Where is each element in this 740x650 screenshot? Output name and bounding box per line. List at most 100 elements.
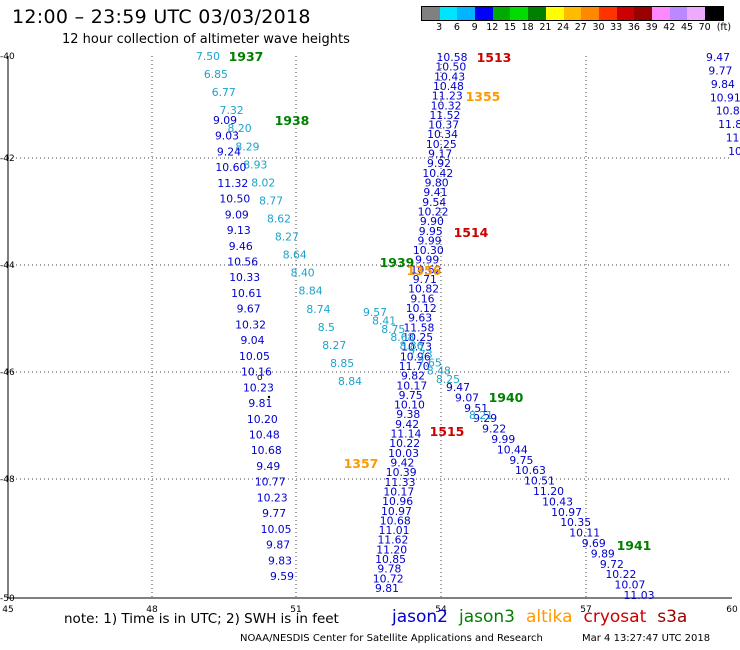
- page-subtitle: 12 hour collection of altimeter wave hei…: [62, 32, 350, 47]
- legend-swatch: [687, 7, 705, 20]
- legend-label: 30: [592, 22, 605, 33]
- wave-height-value: 10.20: [247, 413, 278, 426]
- wave-height-value: 10.62: [411, 263, 442, 276]
- wave-height-value: 10.34: [427, 128, 458, 141]
- pass-number-label: 1938: [275, 113, 310, 128]
- wave-height-value: 10.05: [261, 523, 292, 536]
- legend-label: 21: [539, 22, 552, 33]
- wave-height-value: 9.80: [425, 177, 449, 190]
- wave-height-value: 10.22: [605, 568, 636, 581]
- wave-height-value: 8.40: [291, 267, 315, 280]
- wave-height-value: 11.8: [718, 118, 740, 131]
- legend-swatch: [634, 7, 652, 20]
- pass-number-label: 1515: [430, 424, 465, 439]
- wave-height-value: 9.29: [473, 412, 497, 425]
- wave-height-value: 11.20: [376, 543, 407, 556]
- wave-height-value: 10.51: [524, 475, 555, 488]
- wave-height-value: 8.41: [372, 314, 396, 327]
- wave-height-value: 9.90: [420, 215, 444, 228]
- wave-height-value: 10.68: [380, 514, 411, 527]
- legend-label: 9: [471, 22, 478, 33]
- longitude-label: 45: [2, 605, 13, 615]
- pass-labels: 1937 1938 1939 1940 1941 1513 1514 1515 1355 1356…: [229, 49, 652, 553]
- wave-height-value: 10.22: [418, 205, 449, 218]
- satellite-legend: jason2 jason3 altika cryosat s3a: [392, 607, 698, 627]
- wave-height-value: 10.30: [413, 244, 444, 257]
- wave-height-value: 10.07: [614, 579, 645, 592]
- wave-height-value: 10.25: [426, 138, 457, 151]
- wave-height-value: 9.77: [708, 64, 732, 77]
- timestamp: Mar 4 13:27:47 UTC 2018: [582, 633, 711, 644]
- wave-height-value: 10.61: [231, 287, 262, 300]
- wave-height-value: 8.02: [251, 176, 275, 189]
- pass-number-label: 1513: [477, 50, 512, 65]
- wave-height-value: 8.29: [235, 140, 259, 153]
- legend-swatch: [475, 7, 493, 20]
- wave-height-value: 10.42: [422, 167, 453, 180]
- legend-swatch: [705, 7, 723, 20]
- wave-height-value: 10.23: [243, 381, 274, 394]
- legend-swatch: [528, 7, 546, 20]
- wave-height-value: 9.41: [423, 186, 447, 199]
- wave-height-value: 10.35: [560, 516, 591, 529]
- legend-label: 33: [610, 22, 623, 33]
- wave-height-value: 8.84: [338, 375, 362, 388]
- legend-swatch: [563, 7, 582, 20]
- legend-unit: (ft): [716, 22, 732, 33]
- wave-height-value: 10.11: [569, 527, 600, 540]
- color-legend-bar: [421, 6, 724, 21]
- legend-label: 24: [557, 22, 570, 33]
- wave-height-value: 10.17: [396, 379, 427, 392]
- wave-height-value: 9.59: [270, 570, 294, 583]
- wave-height-value: 9.49: [256, 460, 280, 473]
- wave-height-value: 10.32: [235, 318, 266, 331]
- legend-label: 39: [645, 22, 658, 33]
- pass-number-label: 1357: [344, 456, 379, 471]
- wave-height-value: 11.58: [403, 321, 434, 334]
- wave-height-value: 9.42: [395, 418, 419, 431]
- wave-height-value: 10.77: [255, 476, 286, 489]
- wave-height-value: 9.99: [415, 254, 439, 267]
- wave-height-value: 10.91: [710, 91, 740, 104]
- latitude-label: -48: [0, 475, 15, 485]
- wave-height-value: 8.21: [469, 409, 493, 422]
- pass-number-label: 1939: [380, 255, 415, 270]
- wave-height-value: 8.5: [318, 321, 335, 334]
- wave-height-value: 8.68: [390, 331, 414, 344]
- wave-height-value: 10.96: [382, 495, 413, 508]
- wave-height-value: 10.50: [219, 193, 250, 206]
- wave-height-value: 8.86: [399, 340, 423, 353]
- wave-height-value: 9.04: [240, 334, 264, 347]
- legend-swatch: [510, 7, 529, 20]
- wave-height-value: 10.17: [383, 485, 414, 498]
- wave-height-value: 10.33: [229, 271, 260, 284]
- latitude-label: -44: [0, 261, 15, 271]
- page-title: 12:00 – 23:59 UTC 03/03/2018: [12, 6, 311, 28]
- wave-height-value: 9.83: [268, 554, 292, 567]
- wave-height-value: 11.01: [379, 524, 410, 537]
- wave-height-value: 9.17: [428, 148, 452, 161]
- island-mark: [267, 395, 271, 399]
- wave-height-value: 9.89: [591, 547, 615, 560]
- wave-height-value: 9.81: [375, 582, 399, 595]
- wave-height-value: 10.58: [437, 51, 468, 64]
- satellite-legend-item: jason2: [392, 607, 448, 627]
- wave-height-value: 8.84: [299, 285, 323, 298]
- wave-height-value: 10.60: [215, 161, 246, 174]
- wave-height-value: 8.74: [306, 303, 330, 316]
- wave-height-value: 11.14: [390, 428, 421, 441]
- legend-swatch: [422, 7, 440, 20]
- legend-swatch: [651, 7, 670, 20]
- wave-height-value: 10.32: [431, 99, 462, 112]
- wave-height-value: 9.13: [227, 224, 251, 237]
- wave-height-value: 10.23: [257, 491, 288, 504]
- wave-height-value: 10.48: [249, 428, 280, 441]
- wave-height-value: 9.54: [422, 196, 446, 209]
- legend-swatch: [439, 7, 458, 20]
- wave-height-value: 8.27: [275, 231, 299, 244]
- wave-height-value: 8.27: [322, 339, 346, 352]
- wave-height-value: 9.47: [446, 381, 470, 394]
- legend-label: 45: [680, 22, 694, 33]
